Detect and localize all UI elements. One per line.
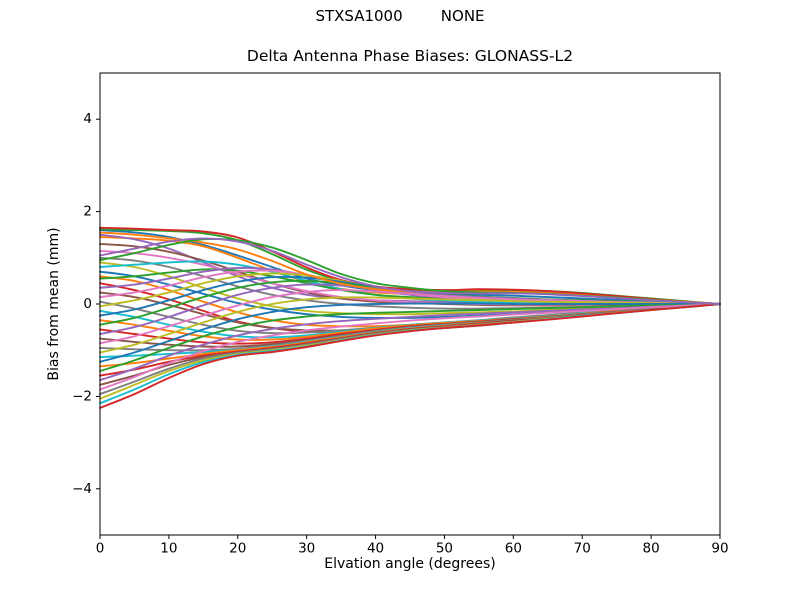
series-line bbox=[99, 303, 721, 372]
x-tick-label: 40 bbox=[367, 541, 384, 557]
x-tick-label: 60 bbox=[505, 541, 522, 557]
y-tick-label: 2 bbox=[83, 204, 92, 220]
series-line bbox=[99, 303, 721, 409]
series-line bbox=[99, 226, 721, 305]
x-axis-label: Elvation angle (degrees) bbox=[324, 556, 496, 572]
x-tick-label: 20 bbox=[229, 541, 246, 557]
figure-suptitle: STXSA1000 NONE bbox=[315, 7, 485, 25]
x-tick-label: 0 bbox=[96, 541, 105, 557]
x-tick-label: 90 bbox=[711, 541, 728, 557]
x-tick-label: 80 bbox=[643, 541, 660, 557]
axes-title: Delta Antenna Phase Biases: GLONASS-L2 bbox=[246, 47, 574, 65]
series-line bbox=[99, 302, 721, 363]
x-tick-label: 10 bbox=[160, 541, 177, 557]
y-tick-label: −4 bbox=[72, 481, 92, 497]
x-tick-label: 50 bbox=[436, 541, 453, 557]
series-line bbox=[99, 296, 721, 354]
y-tick-label: 4 bbox=[83, 111, 92, 127]
x-tick-label: 70 bbox=[574, 541, 591, 557]
y-tick-label: 0 bbox=[83, 296, 92, 312]
series-line bbox=[99, 237, 721, 305]
series-line bbox=[99, 303, 721, 391]
y-tick-label: −2 bbox=[72, 388, 92, 404]
x-tick-label: 30 bbox=[298, 541, 315, 557]
